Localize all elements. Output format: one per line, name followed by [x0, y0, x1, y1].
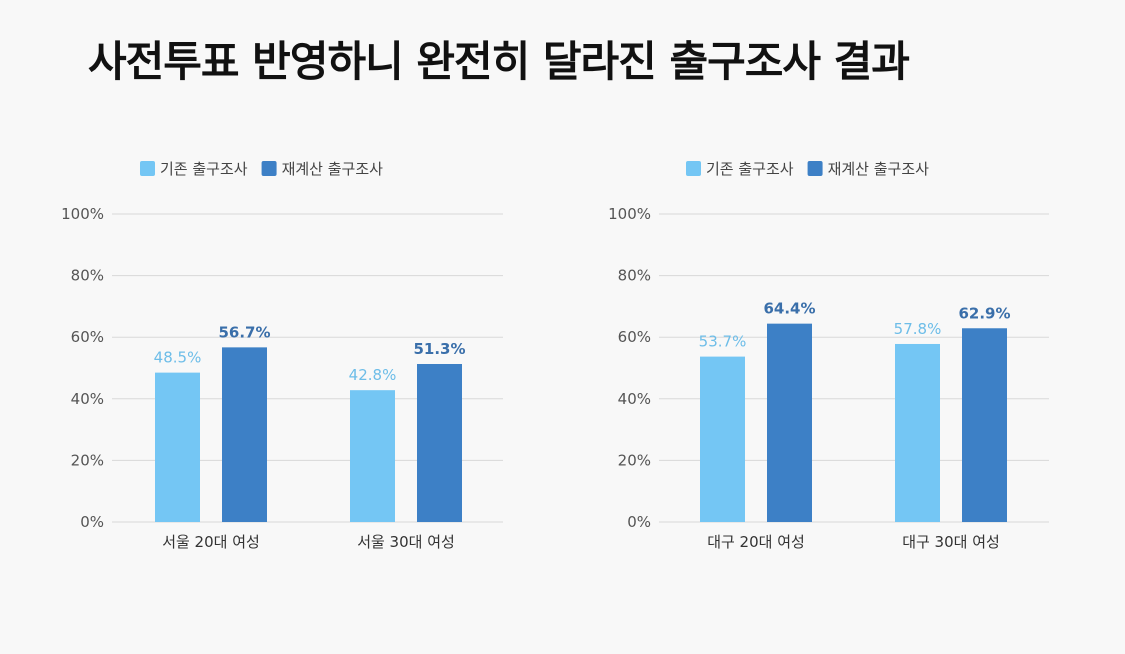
- data-label: 48.5%: [154, 349, 202, 367]
- x-category-label: 대구 20대 여성: [707, 533, 805, 551]
- x-category-label: 대구 30대 여성: [902, 533, 1000, 551]
- data-label: 51.3%: [413, 340, 465, 358]
- legend-label: 기존 출구조사: [706, 160, 794, 178]
- y-tick-label: 60%: [71, 328, 104, 346]
- y-tick-label: 20%: [618, 451, 651, 469]
- y-tick-label: 0%: [627, 513, 651, 531]
- data-label: 64.4%: [763, 300, 815, 318]
- y-tick-label: 40%: [71, 390, 104, 408]
- y-tick-label: 40%: [618, 390, 651, 408]
- data-label: 42.8%: [349, 366, 397, 384]
- data-label: 53.7%: [699, 333, 747, 351]
- y-tick-label: 100%: [61, 205, 104, 223]
- legend-label: 재계산 출구조사: [828, 160, 930, 178]
- bar: [417, 363, 462, 522]
- bar: [962, 328, 1007, 522]
- legend-swatch: [140, 161, 155, 176]
- page-title: 사전투표 반영하니 완전히 달라진 출구조사 결과: [88, 37, 910, 86]
- legend-label: 재계산 출구조사: [282, 160, 384, 178]
- data-label: 56.7%: [218, 323, 270, 341]
- y-tick-label: 60%: [618, 328, 651, 346]
- legend-swatch: [261, 161, 277, 176]
- legend-swatch: [686, 161, 701, 176]
- x-category-label: 서울 30대 여성: [357, 533, 455, 551]
- y-tick-label: 80%: [71, 267, 104, 285]
- legend-swatch: [807, 161, 823, 176]
- bar: [700, 356, 745, 522]
- y-tick-label: 80%: [618, 267, 651, 285]
- bar: [222, 347, 267, 522]
- legend-label: 기존 출구조사: [160, 160, 248, 178]
- y-tick-label: 100%: [608, 205, 651, 223]
- bar: [350, 390, 395, 522]
- bar: [895, 343, 940, 522]
- data-label: 62.9%: [958, 304, 1010, 322]
- bar: [155, 372, 200, 522]
- data-label: 57.8%: [894, 320, 942, 338]
- y-tick-label: 0%: [80, 513, 104, 531]
- y-tick-label: 20%: [71, 451, 104, 469]
- bar: [767, 323, 812, 522]
- x-category-label: 서울 20대 여성: [162, 533, 260, 551]
